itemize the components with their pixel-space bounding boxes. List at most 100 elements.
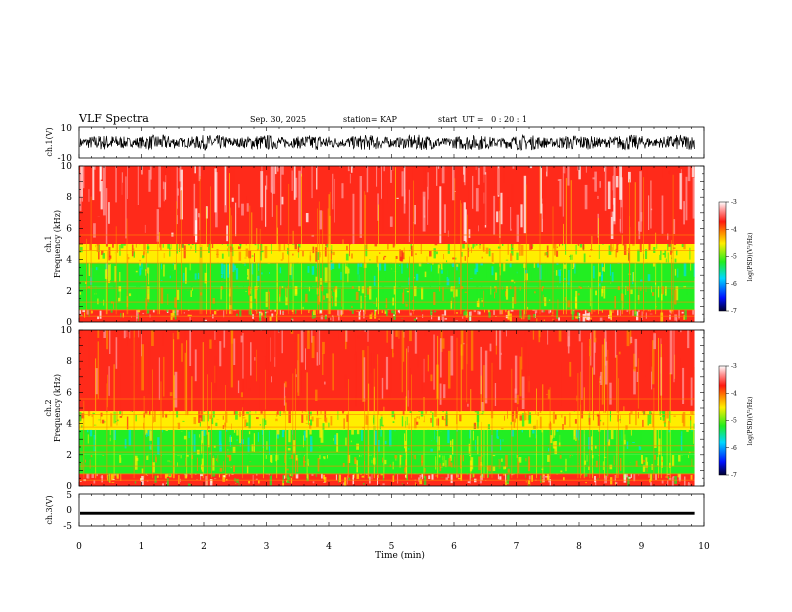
spec1-texture — [187, 314, 190, 317]
spec1-texture — [209, 315, 211, 316]
spec2-texture — [499, 476, 502, 480]
spec2-texture — [308, 411, 309, 425]
spec1-texture — [530, 246, 533, 249]
spec2-texture — [116, 419, 119, 422]
spec2-texture — [415, 482, 416, 486]
spec2-texture — [422, 436, 424, 451]
spec2-texture — [146, 480, 149, 482]
spec2-texture — [691, 429, 693, 432]
spec2-texture — [163, 356, 165, 397]
spec2-texture — [317, 458, 320, 472]
ch3-ytick-top: 5 — [66, 491, 72, 501]
spec2-texture — [548, 448, 550, 452]
spec1-texture — [376, 255, 379, 263]
spec1-texture — [93, 166, 96, 170]
spec1-texture — [557, 299, 559, 309]
spec1-texture — [495, 272, 498, 281]
spec1-texture — [461, 252, 463, 257]
ch2-colorbar-scale — [718, 365, 727, 476]
spec2-texture — [94, 429, 96, 439]
spec2-texture — [162, 429, 163, 433]
ch1-colorbar-scale — [718, 201, 727, 312]
spec1-texture — [248, 286, 251, 296]
spec2-texture — [201, 440, 203, 454]
spec2-texture — [249, 411, 251, 413]
spec1-sferic — [127, 254, 129, 315]
spec2-texture — [632, 442, 635, 443]
spec2-texture — [185, 454, 186, 467]
spec2-texture — [393, 455, 395, 470]
spec1-texture — [162, 244, 164, 248]
spec2-texture — [484, 350, 488, 404]
spec2-texture — [141, 330, 142, 357]
spec1-texture — [378, 262, 382, 271]
spec1-texture — [309, 255, 312, 261]
spec1-sferic — [364, 191, 366, 315]
spec1-texture — [216, 253, 219, 255]
spec2-texture — [230, 467, 232, 469]
spec2-texture — [443, 384, 446, 399]
spec1-texture — [291, 317, 293, 320]
spec1-texture — [148, 273, 150, 285]
spec2-texture — [90, 454, 93, 458]
spec2-texture — [240, 392, 243, 398]
spec1-texture — [167, 244, 170, 249]
spec1-texture — [414, 205, 416, 225]
spec1-texture — [88, 262, 90, 276]
spec1-texture — [264, 310, 267, 319]
spec1-texture — [649, 286, 653, 287]
spec1-texture — [179, 166, 182, 182]
spec2-texture — [240, 335, 243, 343]
spec1-texture — [195, 303, 198, 310]
spec2-texture — [239, 443, 241, 447]
spec1-sferic — [364, 194, 366, 315]
spec2-texture — [154, 475, 157, 483]
spec1-texture — [610, 282, 612, 284]
spec2-texture — [654, 454, 656, 460]
spec1-texture — [446, 260, 448, 263]
spec1-texture — [585, 166, 587, 173]
spec2-texture — [233, 411, 236, 415]
spec2-texture — [244, 454, 247, 457]
spec2-texture — [680, 431, 683, 451]
spec2-texture — [255, 478, 258, 480]
spec2-texture — [246, 411, 249, 414]
spec1-texture — [468, 229, 471, 238]
spec1-texture — [105, 188, 108, 244]
spec1-sferic — [229, 207, 231, 315]
spec1-texture — [360, 262, 363, 267]
spec1-texture — [567, 282, 569, 284]
spec2-texture — [605, 360, 608, 385]
spec2-texture — [345, 393, 348, 394]
spec2-texture — [511, 440, 514, 447]
spec1-texture — [593, 310, 596, 312]
spec1-texture — [285, 286, 287, 297]
spec1-texture — [632, 310, 634, 316]
spec1-texture — [403, 247, 405, 258]
spec2-texture — [629, 412, 631, 425]
spec2-texture — [119, 454, 122, 463]
spec2-texture — [482, 411, 485, 413]
spec2-texture — [350, 440, 352, 443]
spec1-texture — [579, 244, 583, 248]
spec2-sferic — [364, 399, 365, 479]
spec1-texture — [573, 309, 575, 312]
spec2-texture — [184, 352, 187, 411]
spec2-texture — [687, 483, 691, 486]
spec2-texture — [682, 411, 686, 427]
spec2-texture — [545, 394, 548, 395]
spec2-texture — [237, 380, 240, 394]
spec1-texture — [474, 268, 477, 275]
spec1-texture — [247, 268, 250, 280]
spec1-sferic — [276, 205, 278, 315]
spec2-texture — [220, 441, 222, 445]
spec2-texture — [693, 429, 694, 444]
spec1-texture — [177, 208, 179, 216]
spec2-texture — [359, 466, 363, 471]
spec1-texture — [117, 244, 118, 253]
spec2-texture — [362, 426, 365, 429]
spec1-texture — [80, 166, 83, 202]
spec2-texture — [588, 466, 590, 470]
spec2-texture — [668, 420, 670, 430]
spec1-texture — [516, 262, 519, 267]
